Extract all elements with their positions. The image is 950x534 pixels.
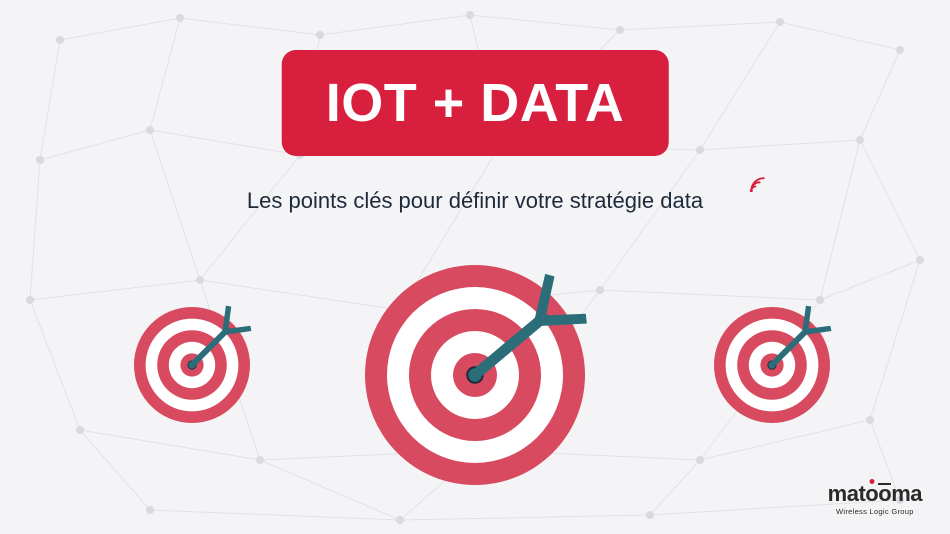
infographic-canvas: IOT + DATA Les points clés pour définir … — [0, 0, 950, 534]
logo-main-text: matooma — [828, 481, 922, 507]
title-badge: IOT + DATA — [282, 50, 669, 156]
target-icon — [325, 225, 625, 525]
signal-icon — [748, 174, 768, 194]
brand-logo: matooma Wireless Logic Group — [828, 481, 922, 516]
target-icon — [94, 267, 290, 463]
logo-sub-text: Wireless Logic Group — [828, 507, 922, 516]
title-text: IOT + DATA — [326, 73, 625, 133]
subtitle-text: Les points clés pour définir votre strat… — [247, 188, 703, 214]
target-icon — [674, 267, 870, 463]
